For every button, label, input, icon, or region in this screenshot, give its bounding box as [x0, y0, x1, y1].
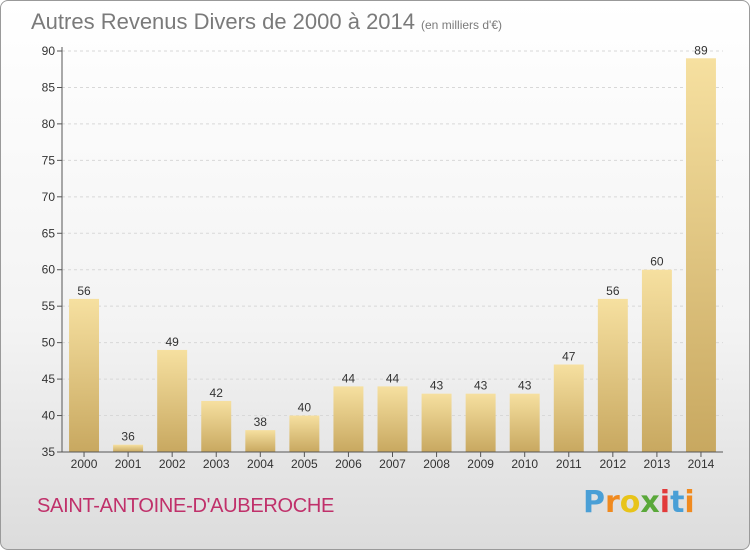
x-tick-label: 2004	[247, 457, 274, 471]
bar-value-label: 44	[386, 371, 400, 385]
bar-value-label: 60	[650, 255, 664, 269]
x-tick-label: 2005	[291, 457, 318, 471]
y-tick-label: 35	[42, 445, 56, 459]
x-tick-label: 2003	[203, 457, 230, 471]
bar	[201, 400, 232, 452]
bar	[553, 364, 584, 452]
x-tick-label: 2012	[599, 457, 626, 471]
logo-letter: x	[640, 485, 660, 520]
bar	[245, 430, 276, 452]
y-tick-label: 65	[42, 226, 56, 240]
bar-value-label: 42	[210, 386, 224, 400]
bar-value-label: 56	[606, 284, 620, 298]
x-tick-label: 2014	[688, 457, 715, 471]
logo-letter: P	[583, 485, 605, 520]
bar	[465, 393, 496, 452]
bar	[333, 386, 364, 452]
bar-value-label: 43	[430, 379, 444, 393]
y-tick-label: 45	[42, 372, 56, 386]
chart-unit-note: (en milliers d'€)	[421, 18, 502, 32]
bar	[597, 298, 628, 452]
x-tick-label: 2007	[379, 457, 406, 471]
y-tick-label: 50	[42, 336, 56, 350]
y-tick-label: 55	[42, 299, 56, 313]
x-tick-label: 2011	[556, 457, 582, 471]
x-tick-label: 2006	[335, 457, 362, 471]
y-tick-label: 85	[42, 80, 56, 94]
x-tick-label: 2009	[467, 457, 494, 471]
x-tick-label: 2002	[159, 457, 186, 471]
x-tick-label: 2010	[511, 457, 538, 471]
bar	[421, 393, 452, 452]
logo-letter: t	[670, 485, 685, 520]
bar-value-label: 43	[518, 379, 532, 393]
bar	[641, 269, 672, 452]
logo-letter: o	[619, 485, 641, 520]
y-tick-label: 75	[42, 153, 56, 167]
bar	[685, 58, 716, 453]
logo-letter: i	[659, 485, 671, 520]
proxiti-logo: Proxiti	[583, 485, 695, 520]
chart-title-text: Autres Revenus Divers de 2000 à 2014	[31, 9, 416, 34]
y-tick-label: 40	[42, 409, 56, 423]
commune-name: SAINT-ANTOINE-D'AUBEROCHE	[37, 495, 335, 517]
bar-value-label: 38	[254, 415, 268, 429]
x-tick-label: 2000	[71, 457, 98, 471]
bar-value-label: 56	[77, 284, 91, 298]
y-tick-label: 60	[42, 263, 56, 277]
bar-value-label: 44	[342, 371, 356, 385]
y-tick-label: 90	[42, 44, 56, 58]
bar-value-label: 43	[474, 379, 488, 393]
bar	[509, 393, 540, 452]
chart-title: Autres Revenus Divers de 2000 à 2014 (en …	[31, 9, 502, 35]
x-tick-label: 2013	[644, 457, 671, 471]
bar	[157, 349, 188, 452]
bar-value-label: 36	[121, 430, 135, 444]
bar	[377, 386, 408, 452]
bar-value-label: 47	[562, 350, 576, 364]
x-tick-label: 2008	[423, 457, 450, 471]
bar	[69, 298, 100, 452]
bar-value-label: 49	[165, 335, 179, 349]
bar-value-label: 89	[694, 43, 708, 57]
y-tick-label: 80	[42, 117, 56, 131]
x-tick-label: 2001	[115, 457, 142, 471]
y-tick-label: 70	[42, 190, 56, 204]
bar	[289, 415, 320, 452]
logo-letter: r	[605, 485, 620, 520]
bar	[113, 444, 144, 452]
bar-value-label: 40	[298, 401, 312, 415]
logo-letter: i	[684, 485, 695, 520]
